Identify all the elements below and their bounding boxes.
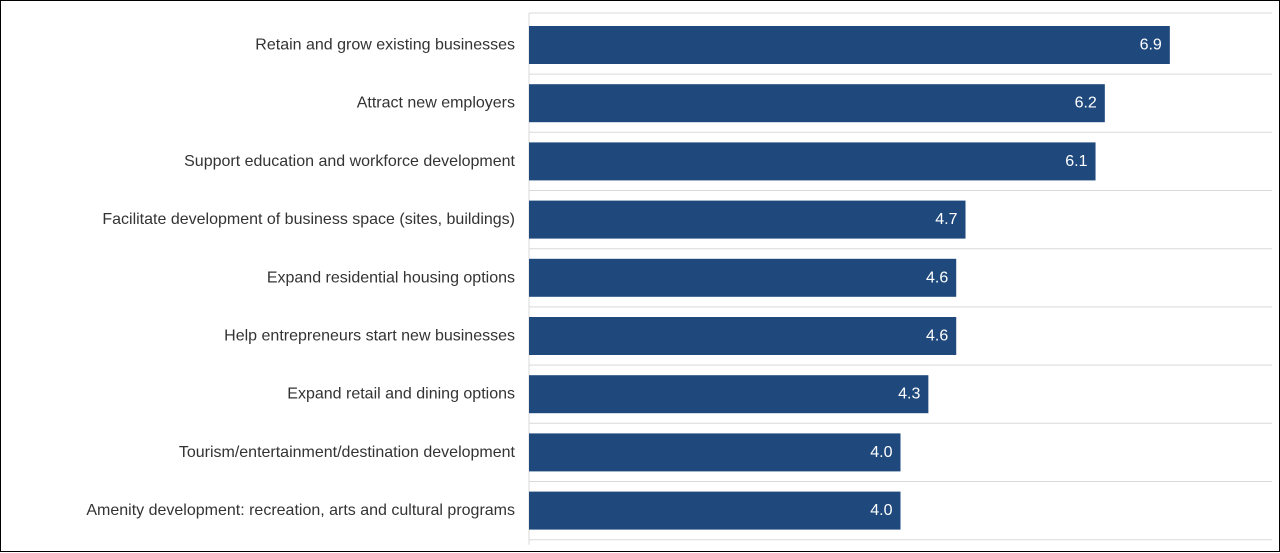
data-label: 4.6	[926, 269, 948, 286]
category-label: Help entrepreneurs start new businesses	[224, 328, 515, 345]
bar	[529, 375, 929, 414]
category-label: Expand retail and dining options	[287, 386, 515, 403]
category-label: Expand residential housing options	[267, 269, 515, 286]
category-label: Retain and grow existing businesses	[255, 37, 515, 54]
bar	[529, 84, 1105, 123]
bar	[529, 26, 1170, 64]
category-label: Amenity development: recreation, arts an…	[86, 502, 515, 519]
bar	[529, 317, 957, 355]
category-label: Facilitate development of business space…	[102, 211, 515, 228]
data-label: 6.1	[1065, 153, 1087, 170]
bar	[529, 200, 966, 239]
data-label: 4.0	[870, 502, 892, 519]
category-label: Support education and workforce developm…	[184, 153, 515, 170]
data-label: 4.3	[898, 386, 920, 403]
category-label: Tourism/entertainment/destination develo…	[179, 444, 516, 461]
data-label: 4.6	[926, 328, 948, 345]
data-label: 6.2	[1075, 95, 1097, 112]
bar	[529, 433, 901, 472]
category-label: Attract new employers	[357, 95, 515, 112]
bar	[529, 142, 1096, 181]
bar	[529, 258, 957, 297]
data-label: 4.7	[935, 211, 957, 228]
data-label: 4.0	[870, 444, 892, 461]
bar	[529, 491, 901, 530]
data-label: 6.9	[1140, 37, 1162, 54]
